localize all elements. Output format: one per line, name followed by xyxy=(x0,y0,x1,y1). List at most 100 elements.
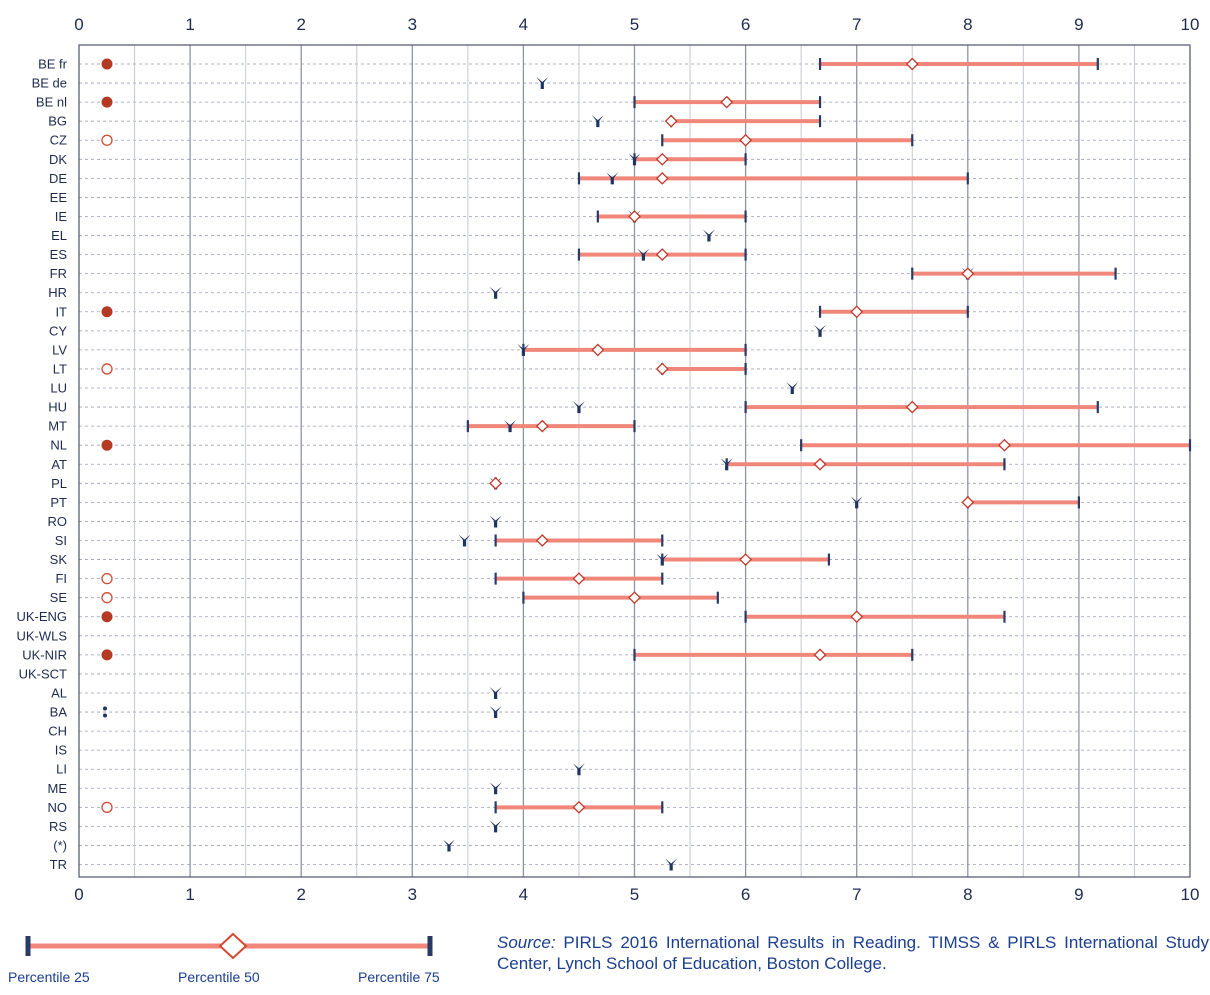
colon-dot-bottom xyxy=(103,713,107,718)
row-label: IE xyxy=(55,209,68,224)
percentile-50-diamond xyxy=(628,210,641,223)
marker-symbol xyxy=(572,763,585,776)
x-tick-label-top: 10 xyxy=(1181,15,1200,34)
percentile-50-diamond xyxy=(998,438,1011,452)
row-label: UK-SCT xyxy=(19,666,67,681)
row-label: LV xyxy=(52,342,67,357)
row-label: IS xyxy=(55,743,68,758)
marker-symbol xyxy=(489,782,502,795)
row-label: LT xyxy=(53,361,67,376)
x-tick-label-bottom: 8 xyxy=(963,885,972,904)
percentile-50-diamond xyxy=(739,133,753,147)
x-tick-label-top: 6 xyxy=(741,15,750,34)
x-tick-label-top: 8 xyxy=(963,15,972,34)
x-tick-label-top: 4 xyxy=(519,15,528,34)
range-chart: 0 0 1 1 2 2 3 3 4 4 5 5 6 6 7 7 8 8 9 9 10 10 BE fr BE de BE nl B… xyxy=(16,15,1200,904)
source-note: Source: PIRLS 2016 International Results… xyxy=(497,932,1209,974)
open-dot xyxy=(101,801,113,813)
percentile-50-diamond xyxy=(720,95,734,109)
marker-symbol xyxy=(786,382,799,395)
percentile-50-diamond xyxy=(850,610,864,624)
row-label: LU xyxy=(50,381,67,396)
row-label: CH xyxy=(48,724,67,739)
percentile-50-diamond xyxy=(628,591,641,605)
marker-symbol xyxy=(489,686,502,699)
row-label: NO xyxy=(48,800,68,815)
x-tick-label-top: 5 xyxy=(630,15,639,34)
percentile-50-diamond xyxy=(535,419,549,433)
row-label: BG xyxy=(48,114,67,129)
percentile-50-diamond xyxy=(572,800,586,814)
percentile-50-diamond xyxy=(813,648,827,662)
open-dot xyxy=(101,363,113,375)
row-label: AT xyxy=(51,457,67,472)
row-label: HR xyxy=(48,285,67,300)
open-dot xyxy=(101,134,113,146)
percentile-50-diamond xyxy=(535,534,549,547)
x-tick-label-top: 1 xyxy=(185,15,194,34)
filled-dot xyxy=(101,611,113,623)
x-tick-label-bottom: 0 xyxy=(74,885,83,904)
row-label: RO xyxy=(48,514,68,529)
marker-symbol xyxy=(504,420,517,433)
x-tick-label-bottom: 4 xyxy=(519,885,528,904)
row-label: SE xyxy=(50,590,68,605)
percentile-50-diamond xyxy=(813,457,827,471)
open-dot xyxy=(101,592,113,604)
row-label: FR xyxy=(50,266,67,281)
row-label: RS xyxy=(49,819,67,834)
percentile-50-diamond xyxy=(739,553,753,566)
row-label: BA xyxy=(50,705,68,720)
percentile-50-diamond xyxy=(905,57,919,71)
filled-dot xyxy=(101,649,113,661)
x-tick-label-bottom: 3 xyxy=(408,885,417,904)
row-label: HU xyxy=(48,400,67,415)
marker-symbol xyxy=(850,496,863,509)
x-tick-label-top: 3 xyxy=(408,15,417,34)
marker-symbol xyxy=(637,248,650,261)
x-tick-label-bottom: 10 xyxy=(1181,885,1200,904)
row-label: CZ xyxy=(50,133,67,148)
marker-symbol xyxy=(628,153,641,166)
marker-symbol xyxy=(572,401,585,414)
x-tick-label-bottom: 9 xyxy=(1074,885,1083,904)
row-label: ME xyxy=(48,781,68,796)
x-tick-label-top: 0 xyxy=(74,15,83,34)
legend: Percentile 25 Percentile 50 Percentile 7… xyxy=(0,920,480,990)
plot-frame xyxy=(78,44,1191,878)
x-tick-label-bottom: 7 xyxy=(852,885,861,904)
marker-symbol xyxy=(517,343,530,356)
row-label: CY xyxy=(49,323,67,338)
percentile-50-diamond xyxy=(489,476,503,490)
marker-symbol xyxy=(720,458,733,471)
legend-median-diamond xyxy=(218,932,248,960)
x-tick-label-bottom: 2 xyxy=(296,885,305,904)
legend-label-p75: Percentile 75 xyxy=(358,969,440,985)
marker-symbol xyxy=(536,77,549,90)
row-label: DE xyxy=(49,171,67,186)
row-label: UK-WLS xyxy=(16,628,67,643)
marker-symbol xyxy=(656,553,669,566)
legend-label-p25: Percentile 25 xyxy=(8,969,90,985)
marker-symbol xyxy=(665,858,678,871)
percentile-50-diamond xyxy=(591,343,605,357)
row-label: DK xyxy=(49,152,67,167)
filled-dot xyxy=(101,439,113,451)
marker-symbol xyxy=(606,172,619,185)
percentile-50-diamond xyxy=(655,362,669,376)
row-label: NL xyxy=(50,438,67,453)
percentile-50-diamond xyxy=(961,495,975,509)
legend-label-p50: Percentile 50 xyxy=(178,969,260,985)
filled-dot xyxy=(101,96,113,108)
row-label: IT xyxy=(55,304,67,319)
filled-dot xyxy=(101,306,113,318)
row-label: EL xyxy=(51,228,67,243)
percentile-50-diamond xyxy=(850,305,864,319)
x-tick-label-bottom: 6 xyxy=(741,885,750,904)
percentile-50-diamond xyxy=(905,400,919,414)
marker-symbol xyxy=(489,706,502,719)
marker-symbol xyxy=(489,820,502,833)
row-label: SI xyxy=(55,533,67,548)
colon-dot-top xyxy=(103,706,107,711)
legend-svg: Percentile 25 Percentile 50 Percentile 7… xyxy=(8,932,440,985)
